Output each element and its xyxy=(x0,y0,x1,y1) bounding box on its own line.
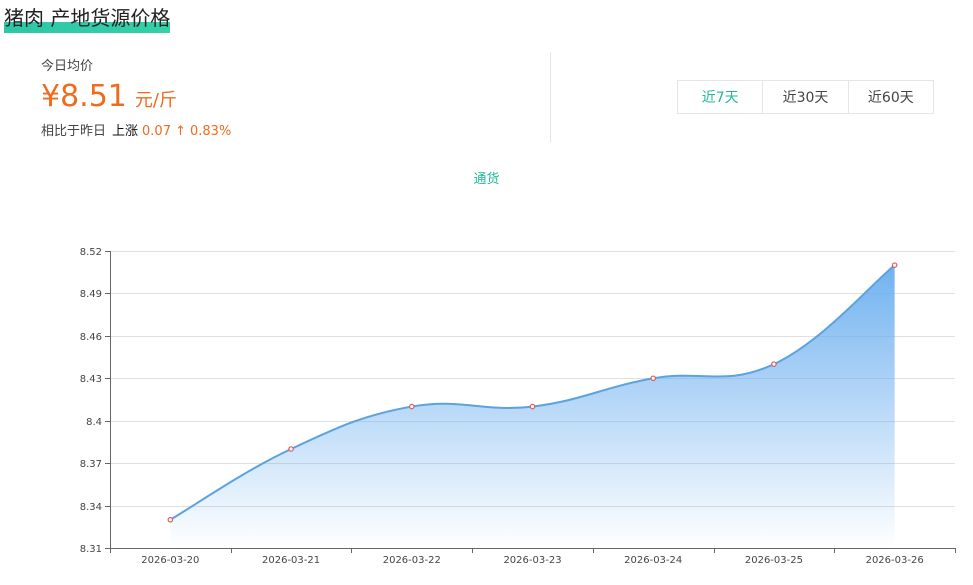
data-point xyxy=(408,403,415,410)
tab-7-days[interactable]: 近7天 xyxy=(678,81,764,113)
data-point xyxy=(771,361,777,367)
data-point xyxy=(650,375,657,382)
x-tick-label: 2026-03-25 xyxy=(745,555,803,566)
y-tick-label: 8.49 xyxy=(80,289,102,300)
series-points xyxy=(167,262,898,523)
y-tick-label: 8.4 xyxy=(86,417,102,428)
price-value: ¥8.51 xyxy=(41,79,127,114)
page-title-wrap: 猪肉 产地货源价格 xyxy=(4,4,171,36)
tick-labels: 8.52 8.49 8.46 8.43 8.4 8.37 8.34 8.31 2026-03-2… xyxy=(80,247,924,566)
x-tick-label: 2026-03-22 xyxy=(383,555,441,566)
y-tick-label: 8.46 xyxy=(80,332,102,343)
y-tick-label: 8.31 xyxy=(80,544,102,555)
tab-60-days[interactable]: 近60天 xyxy=(867,90,914,106)
summary-divider xyxy=(550,52,551,142)
x-tick-label: 2026-03-20 xyxy=(141,555,199,566)
x-tick-label: 2026-03-21 xyxy=(262,555,320,566)
data-point xyxy=(288,446,294,452)
chart-legend-item[interactable]: 通货 xyxy=(473,172,500,187)
x-tick-label: 2026-03-24 xyxy=(624,555,682,566)
y-tick-label: 8.43 xyxy=(80,374,102,385)
axes xyxy=(105,251,956,553)
y-tick-label: 8.52 xyxy=(80,247,102,258)
x-tick-label: 2026-03-23 xyxy=(503,555,561,566)
change-percent: ↑ 0.83% xyxy=(174,124,232,139)
data-point xyxy=(529,403,536,410)
change-direction: 上涨 xyxy=(112,124,139,139)
x-tick-label: 2026-03-26 xyxy=(866,555,924,566)
tab-30-days[interactable]: 近30天 xyxy=(763,81,849,113)
compare-label: 相比于昨日 xyxy=(41,124,107,139)
page-title: 猪肉 产地货源价格 xyxy=(4,6,171,30)
price-change: 相比于昨日 上涨 0.07 ↑ 0.83% xyxy=(41,120,231,139)
change-amount: 0.07 xyxy=(142,124,171,139)
data-point xyxy=(167,516,174,523)
series-area xyxy=(170,265,895,548)
price-display: ¥8.51 元/斤 xyxy=(41,80,231,114)
y-tick-label: 8.37 xyxy=(80,459,102,470)
range-tabs: 近7天 近30天 近60天 xyxy=(677,80,934,114)
price-summary: 今日均价 ¥8.51 元/斤 相比于昨日 上涨 0.07 ↑ 0.83% xyxy=(41,55,231,139)
today-avg-label: 今日均价 xyxy=(41,59,94,74)
title-highlight xyxy=(4,22,171,33)
y-tick-label: 8.34 xyxy=(80,502,102,513)
area-fill xyxy=(170,265,895,548)
data-point xyxy=(891,262,898,268)
price-unit: 元/斤 xyxy=(134,90,177,111)
